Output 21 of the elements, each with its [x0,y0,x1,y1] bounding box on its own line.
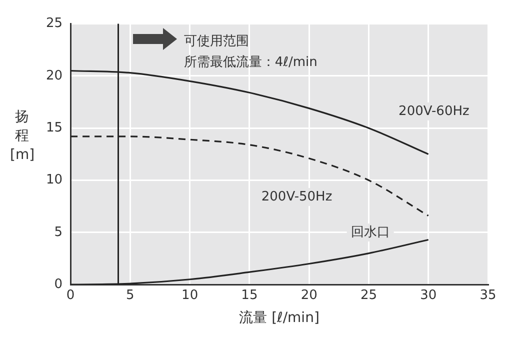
x-tick-label: 35 [480,288,496,303]
y-tick-label: 0 [54,276,63,292]
annotation: 可使用范围 [184,34,249,49]
x-tick-label: 5 [126,288,134,303]
y-tick-label: 10 [46,172,63,188]
x-tick-label: 15 [241,288,258,303]
series-label: 200V-60Hz [398,104,470,119]
x-tick-label: 0 [66,288,75,303]
y-tick-label: 15 [46,120,63,136]
y-axis-title: 扬程[m] [10,108,35,165]
x-axis-title: 流量 [ℓ/min] [239,310,320,326]
x-tick-label: 25 [360,288,377,303]
series-label: 回水口 [350,224,390,240]
y-tick-label: 25 [46,16,63,32]
annotation: 所需最低流量：4ℓ/min [184,54,318,70]
x-tick-label: 10 [182,288,198,303]
y-tick-label: 20 [46,68,63,84]
y-tick-label: 5 [54,224,63,240]
series-label: 200V-50Hz [261,189,332,204]
x-tick-label: 30 [420,288,437,303]
x-tick-label: 20 [300,288,318,303]
